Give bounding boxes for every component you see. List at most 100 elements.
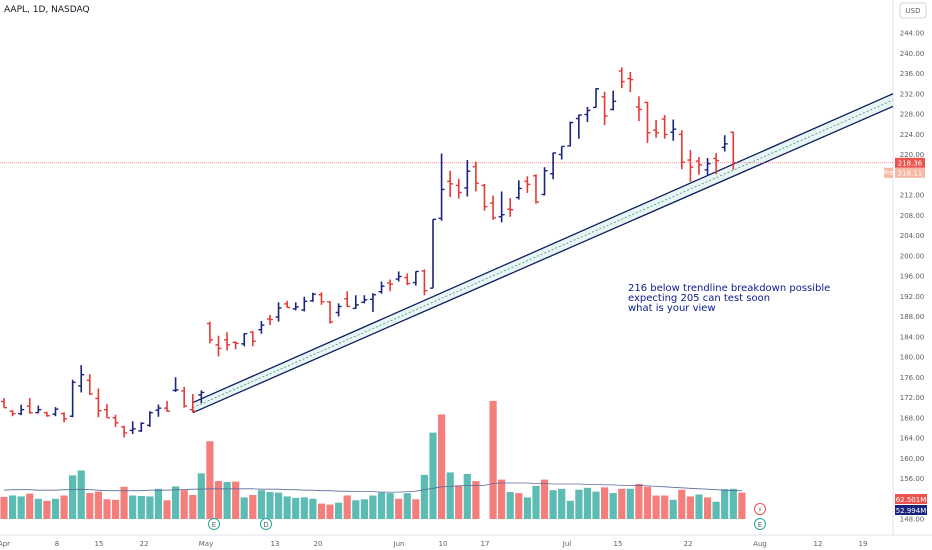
annotation-line-1[interactable]: 216 below trendline breakdown possible bbox=[628, 283, 830, 294]
volume-bar bbox=[86, 493, 94, 519]
time-tick-label: Jul bbox=[562, 540, 572, 548]
ohlc-bar bbox=[695, 157, 702, 175]
ohlc-bar bbox=[464, 160, 471, 197]
event-marker-dividend-may[interactable]: D bbox=[260, 518, 272, 530]
volume-bar bbox=[343, 495, 351, 519]
ohlc-bar bbox=[438, 153, 445, 221]
ohlc-bar bbox=[86, 374, 93, 395]
channel-lower-line[interactable] bbox=[192, 105, 894, 414]
volume-bar bbox=[420, 474, 428, 519]
price-tick-label: 176.00 bbox=[900, 374, 925, 382]
currency-button[interactable] bbox=[899, 2, 927, 19]
ohlc-bar bbox=[327, 301, 334, 324]
ohlc-bar bbox=[18, 404, 25, 416]
annotation-line-2[interactable]: expecting 205 can test soon bbox=[628, 293, 770, 304]
volume-bar bbox=[240, 497, 248, 519]
ohlc-bar bbox=[532, 174, 539, 204]
volume-bar bbox=[609, 493, 617, 519]
ohlc-bar bbox=[661, 115, 668, 139]
channel-upper-line[interactable] bbox=[192, 93, 894, 404]
time-scale[interactable]: Apr 8 15 22 May 13 20 Jun 10 17 Jul 15 22 Aug 12 19 bbox=[0, 534, 932, 548]
ohlc-bar bbox=[387, 279, 394, 292]
ohlc-bar bbox=[52, 407, 59, 417]
volume-bar bbox=[446, 472, 454, 519]
last-price-badge bbox=[895, 157, 925, 168]
ohlc-bar bbox=[335, 303, 342, 317]
ohlc-bar bbox=[421, 269, 428, 296]
time-tick-label: 17 bbox=[481, 540, 490, 548]
volume-badge-1 bbox=[895, 494, 927, 504]
price-tick-label: 172.00 bbox=[900, 394, 925, 402]
volume-bar bbox=[129, 495, 137, 519]
channel-fill bbox=[192, 93, 893, 413]
trendline-channel[interactable] bbox=[192, 93, 894, 414]
event-marker-earnings-aug[interactable]: ⚡ E bbox=[754, 503, 766, 530]
price-tick-label: 168.00 bbox=[900, 414, 925, 422]
volume-bar bbox=[575, 489, 583, 519]
ohlc-bar bbox=[601, 91, 608, 126]
volume-value-1: 62.501M bbox=[896, 496, 927, 504]
volume-moving-average bbox=[3, 482, 742, 493]
pre-market-price-badge bbox=[895, 167, 925, 178]
ohlc-bar bbox=[670, 119, 677, 141]
ohlc-bar bbox=[430, 218, 436, 289]
volume-bar bbox=[635, 484, 643, 519]
ohlc-bar bbox=[567, 121, 574, 147]
ohlc-series bbox=[1, 67, 737, 438]
ohlc-bar bbox=[472, 161, 479, 192]
ohlc-bar bbox=[61, 412, 68, 423]
ohlc-bar bbox=[146, 411, 153, 427]
channel-mid-line bbox=[192, 99, 894, 408]
volume-bar bbox=[669, 499, 677, 519]
volume-bar bbox=[180, 490, 188, 519]
volume-bar bbox=[661, 495, 669, 519]
price-tick-label: 156.00 bbox=[900, 475, 925, 483]
time-tick-label: 10 bbox=[439, 540, 448, 548]
ohlc-bar bbox=[249, 331, 256, 347]
volume-bar bbox=[566, 500, 574, 519]
volume-bar bbox=[403, 493, 411, 519]
volume-bar bbox=[214, 481, 223, 519]
ohlc-bar bbox=[224, 332, 231, 351]
volume-bar bbox=[412, 499, 420, 519]
volume-bar bbox=[266, 492, 274, 519]
volume-bar bbox=[369, 495, 377, 519]
ohlc-bar bbox=[129, 421, 136, 434]
ohlc-bar bbox=[189, 393, 196, 413]
volume-bar bbox=[678, 489, 686, 519]
ohlc-bar bbox=[215, 335, 222, 357]
ohlc-bar bbox=[309, 292, 316, 302]
price-tick-label: 188.00 bbox=[900, 313, 925, 321]
ohlc-bar bbox=[35, 405, 42, 414]
flash-icon: ⚡ bbox=[758, 506, 763, 514]
volume-bar bbox=[601, 487, 609, 519]
ohlc-bar bbox=[352, 295, 359, 310]
event-marker-earnings-may[interactable]: E bbox=[208, 518, 220, 530]
volume-bar bbox=[532, 485, 540, 519]
ohlc-bar bbox=[593, 88, 600, 109]
ohlc-bar bbox=[284, 300, 291, 309]
ohlc-bar bbox=[687, 149, 694, 182]
ohlc-bar bbox=[369, 293, 376, 312]
volume-bar bbox=[51, 498, 60, 519]
price-scale[interactable]: 244.00 240.00 236.00 232.00 228.00 224.00 220.… bbox=[892, 0, 925, 535]
ohlc-bar bbox=[635, 96, 642, 122]
volume-bar bbox=[335, 502, 343, 519]
price-tick-label: 236.00 bbox=[900, 70, 925, 78]
ohlc-bar bbox=[78, 365, 85, 393]
volume-bar bbox=[438, 414, 446, 519]
time-tick-label: 15 bbox=[614, 540, 623, 548]
volume-bar bbox=[223, 482, 231, 519]
annotation-line-3[interactable]: what is your view bbox=[628, 303, 716, 314]
volume-bar bbox=[154, 488, 162, 519]
ohlc-bar bbox=[206, 321, 213, 344]
volume-bar bbox=[292, 497, 300, 519]
ohlc-bar bbox=[713, 152, 720, 175]
ohlc-bar bbox=[232, 341, 239, 350]
volume-bar bbox=[103, 499, 111, 519]
price-tick-label: 164.00 bbox=[900, 435, 925, 443]
volume-bar bbox=[9, 495, 17, 519]
volume-value-2: 52.994M bbox=[896, 507, 927, 515]
ohlc-bar bbox=[361, 295, 368, 304]
